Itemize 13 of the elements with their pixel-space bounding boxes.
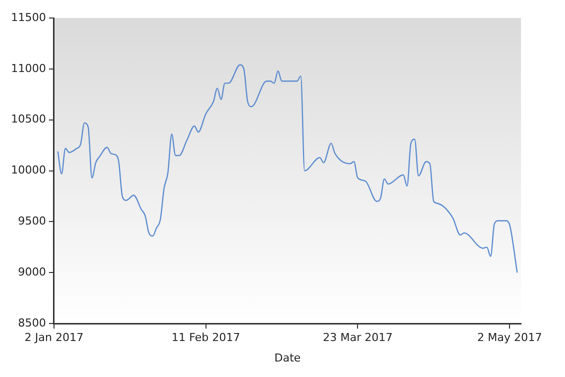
x-axis-title: Date (274, 351, 301, 364)
x-tick-label: 11 Feb 2017 (172, 331, 240, 344)
y-tick-label: 10500 (10, 112, 46, 126)
y-tick-label: 8500 (18, 316, 46, 330)
x-tick-label: 23 Mar 2017 (322, 331, 393, 344)
line-series (57, 64, 518, 274)
y-tick-label: 9500 (18, 214, 46, 228)
y-tick-label: 11500 (10, 10, 46, 24)
y-tick-label: 10000 (10, 164, 46, 177)
y-tick-label: 11000 (10, 62, 46, 75)
y-tick-label: 9000 (18, 266, 46, 279)
x-tick-label: 2 Jan 2017 (24, 331, 84, 344)
x-tick-label: 2 May 2017 (477, 331, 542, 344)
